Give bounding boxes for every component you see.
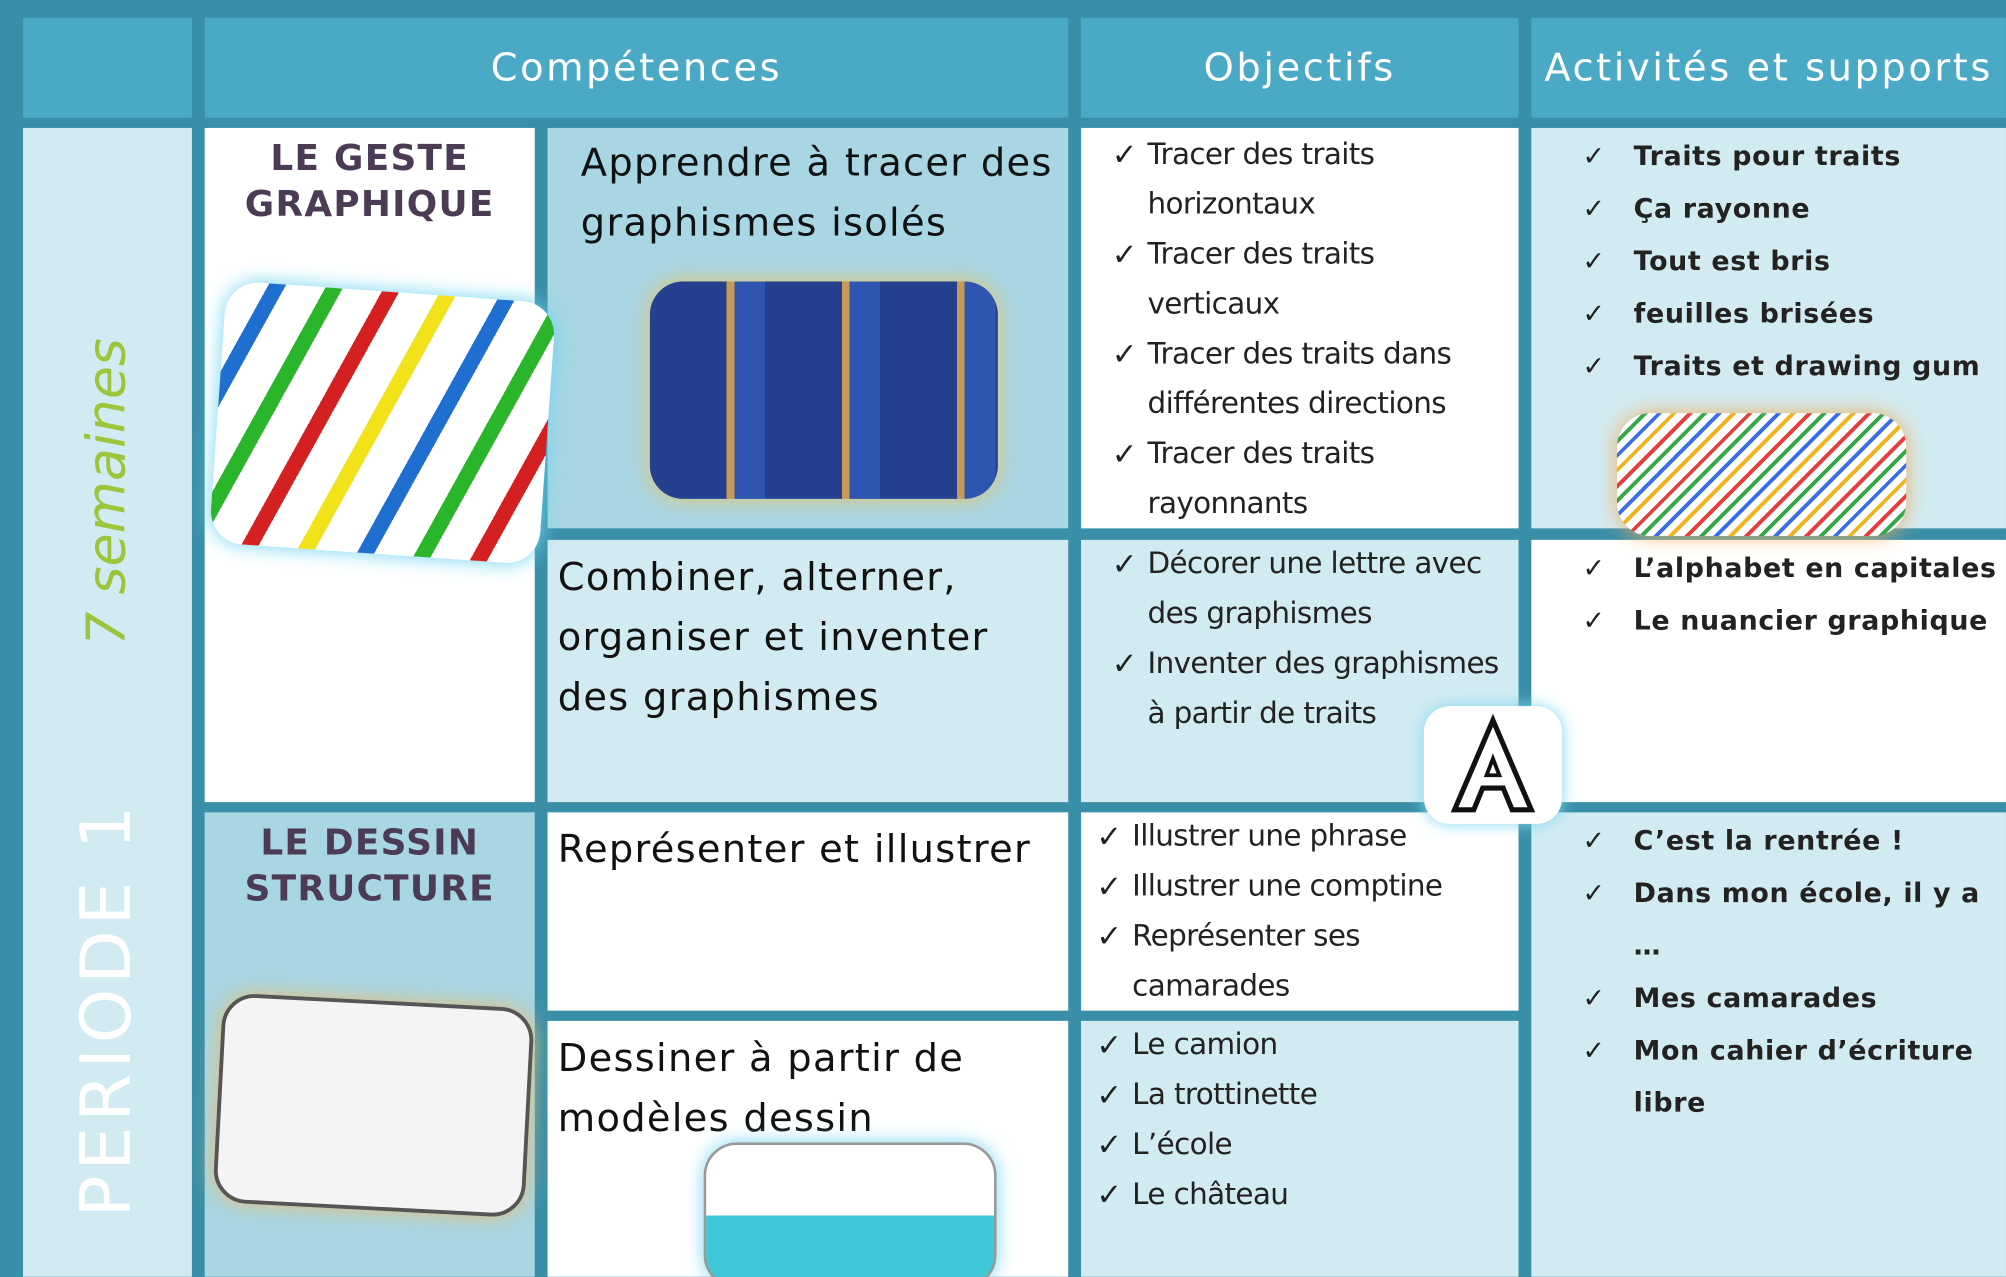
objectives-cell: Le camionLa trottinetteL’écoleLe château <box>1081 1020 1519 1277</box>
list-item: Inventer des graphismes à partir de trai… <box>1081 640 1511 740</box>
list-item: Tracer des traits dans différentes direc… <box>1081 330 1511 430</box>
domain-title: GRAPHIQUE <box>244 182 495 226</box>
list-item: Illustrer une comptine <box>1081 862 1519 912</box>
objectives-cell: Illustrer une phraseIllustrer une compti… <box>1081 812 1519 1011</box>
activities-list: C’est la rentrée !Dans mon école, il y a… <box>1531 815 2006 1130</box>
picture <box>1423 706 1563 824</box>
letter-icon <box>1450 713 1536 813</box>
objectives-list: Décorer une lettre avec des graphismesIn… <box>1081 540 1511 740</box>
list-item: C’est la rentrée ! <box>1531 815 2006 867</box>
duration: 7 semaines <box>74 338 138 646</box>
picture <box>649 281 998 499</box>
list-item: feuilles brisées <box>1531 288 2006 340</box>
list-item: Le château <box>1081 1171 1519 1221</box>
list-item: Le nuancier graphique <box>1531 595 2006 647</box>
picture <box>1617 413 1907 537</box>
header-cell: Activités et supports <box>1531 17 2006 118</box>
list-item: Traits pour traits <box>1531 130 2006 182</box>
period: PERIODE 1 <box>65 800 147 1218</box>
skill-cell: Combiner, alterner, organiser et invente… <box>547 539 1069 803</box>
picture <box>208 280 557 566</box>
list-item: L’alphabet en capitales <box>1531 542 2006 594</box>
list-item: Tracer des traits verticaux <box>1081 230 1511 330</box>
objectives-cell: Tracer des traits horizontauxTracer des … <box>1081 127 1519 529</box>
activities-cell: L’alphabet en capitalesLe nuancier graph… <box>1531 539 2006 803</box>
domain-title: LE GESTE <box>270 136 470 180</box>
list-item: Traits et drawing gum <box>1531 340 2006 392</box>
list-item: Ça rayonne <box>1531 183 2006 235</box>
activities-list: L’alphabet en capitalesLe nuancier graph… <box>1531 542 2006 647</box>
list-item: Tracer des traits rayonnants <box>1081 430 1511 529</box>
list-item: Tout est bris <box>1531 235 2006 287</box>
list-item: Mon cahier d’écriture libre <box>1531 1025 2006 1130</box>
list-item: Décorer une lettre avec des graphismes <box>1081 540 1511 640</box>
header-cell: Compétences <box>204 17 1069 118</box>
skill-cell: Représenter et illustrer <box>547 812 1069 1011</box>
header-cell: Objectifs <box>1081 17 1519 118</box>
objectives-list: Le camionLa trottinetteL’écoleLe château <box>1081 1021 1519 1221</box>
domain-title: STRUCTURE <box>244 867 495 910</box>
list-item: L’école <box>1081 1121 1519 1171</box>
picture <box>212 992 535 1219</box>
objectives-list: Tracer des traits horizontauxTracer des … <box>1081 130 1511 528</box>
list-item: La trottinette <box>1081 1071 1519 1121</box>
list-item: Illustrer une phrase <box>1081 812 1519 862</box>
activities-list: Traits pour traitsÇa rayonneTout est bri… <box>1531 130 2006 392</box>
picture <box>703 1142 997 1277</box>
list-item: Dans mon école, il y a … <box>1531 867 2006 972</box>
list-item: Le camion <box>1081 1021 1519 1071</box>
list-item: Représenter ses camarades <box>1081 912 1519 1011</box>
objectives-list: Illustrer une phraseIllustrer une compti… <box>1081 812 1519 1010</box>
activities-cell: C’est la rentrée !Dans mon école, il y a… <box>1531 812 2006 1277</box>
header-corner <box>23 17 192 118</box>
period-cell: 7 semaines PERIODE 1 <box>23 127 192 1277</box>
list-item: Tracer des traits horizontaux <box>1081 130 1511 230</box>
domain-title: LE DESSIN <box>260 821 480 864</box>
list-item: Mes camarades <box>1531 972 2006 1024</box>
